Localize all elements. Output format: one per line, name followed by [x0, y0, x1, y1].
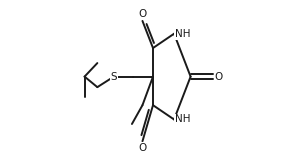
Text: O: O: [138, 143, 147, 153]
Text: O: O: [215, 72, 223, 82]
Text: NH: NH: [175, 29, 191, 39]
Text: NH: NH: [175, 115, 191, 124]
Text: S: S: [110, 72, 117, 82]
Text: O: O: [138, 10, 147, 20]
